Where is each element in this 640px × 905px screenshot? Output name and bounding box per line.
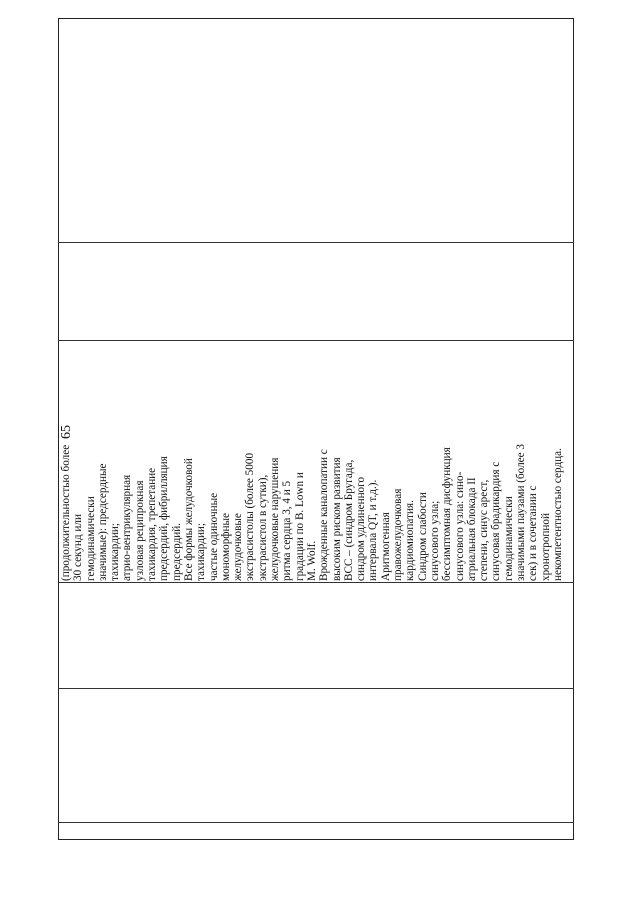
cell-line: Врожденные каналопатии с	[318, 449, 331, 581]
table-cell-diagnoses: (продолжительностью более 30 секунд или ге…	[60, 341, 572, 581]
cell-line: частые одиночные	[207, 492, 220, 581]
cell-line: синусового узла: сино-	[453, 471, 466, 581]
table-divider	[58, 242, 574, 243]
cell-line: Все формы желудочковой	[182, 458, 195, 581]
cell-line: гемодинамически	[84, 496, 97, 581]
cell-line: (продолжительностью более	[60, 444, 72, 581]
table-divider	[58, 340, 574, 341]
cell-line: тахикардия, трепетание	[146, 467, 159, 581]
cell-line: тахикардии;	[195, 522, 208, 581]
cell-line: некомпетентностью сердца.	[551, 448, 564, 581]
cell-line: кардиомиопатия.	[404, 500, 417, 581]
cell-line: атриальная блокада II	[465, 477, 478, 581]
cell-line: правожелудочковая	[392, 488, 405, 581]
cell-line: градации по B. Lown и	[293, 472, 306, 581]
cell-line: интервала QT, и т.д.).	[367, 479, 380, 581]
cell-line: M. Wolf.	[305, 540, 318, 581]
cell-line: значимыми паузами (более 3	[514, 444, 527, 581]
cell-line: ВСС – (синдром Бругада,	[342, 459, 355, 581]
cell-line: Синдром слабости	[416, 492, 429, 581]
cell-line: желудочковые нарушения	[269, 457, 282, 581]
cell-line: экстрасистол в сутки),	[256, 474, 269, 581]
cell-line: хронотропной	[539, 513, 552, 581]
cell-line: бессимптомная дисфункция	[441, 447, 454, 581]
cell-line: желудочковые	[232, 513, 245, 581]
cell-line: Аритмогенная	[379, 512, 392, 581]
cell-line: значимые): предсердные	[96, 463, 109, 582]
cell-line: синусовая брадикардия с	[490, 461, 503, 581]
cell-line: атрио-вентрикулярная	[121, 474, 134, 581]
cell-line: 30 секунд или	[72, 514, 85, 581]
cell-line: узловая реципрокная	[133, 480, 146, 581]
cell-line: гемодинамически	[502, 496, 515, 581]
cell-line: степени, синус арест,	[478, 479, 491, 581]
table-divider	[58, 822, 574, 823]
table-divider	[58, 688, 574, 689]
table-divider	[58, 582, 574, 583]
cell-line: синдром удлиненного	[355, 476, 368, 581]
cell-line: ритма сердца 3, 4 и 5	[281, 480, 294, 581]
cell-line: сек) и в сочетании с	[527, 485, 540, 581]
cell-line: высоким риском развития	[330, 457, 343, 581]
cell-line: экстрасистолы (более 5000	[244, 452, 257, 581]
cell-line: предсердий, фибрилляция	[158, 456, 171, 581]
cell-line: тахикардии;	[109, 522, 122, 581]
cell-line: синусового узла;	[428, 500, 441, 581]
cell-line: предсердий.	[170, 522, 183, 581]
table-frame	[58, 18, 574, 840]
cell-line: мономорфные	[219, 512, 232, 581]
